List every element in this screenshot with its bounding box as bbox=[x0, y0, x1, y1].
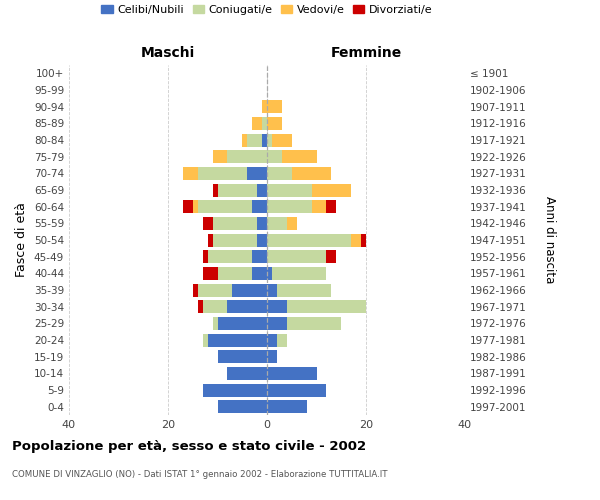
Bar bbox=[252, 250, 267, 263]
Bar bbox=[267, 167, 292, 180]
Bar bbox=[262, 100, 267, 113]
Bar bbox=[212, 234, 257, 246]
Bar bbox=[361, 234, 366, 246]
Bar bbox=[267, 400, 307, 413]
Text: Popolazione per età, sesso e stato civile - 2002: Popolazione per età, sesso e stato civil… bbox=[12, 440, 366, 453]
Bar bbox=[267, 150, 282, 163]
Bar bbox=[287, 300, 366, 313]
Bar bbox=[252, 200, 267, 213]
Bar bbox=[277, 284, 331, 296]
Bar bbox=[311, 200, 326, 213]
Bar bbox=[232, 284, 267, 296]
Bar bbox=[227, 150, 267, 163]
Bar bbox=[267, 350, 277, 363]
Bar bbox=[267, 117, 282, 130]
Bar bbox=[198, 284, 232, 296]
Bar bbox=[218, 400, 267, 413]
Bar bbox=[208, 250, 252, 263]
Bar bbox=[193, 284, 198, 296]
Bar bbox=[247, 167, 267, 180]
Bar bbox=[218, 184, 257, 196]
Bar bbox=[203, 334, 208, 346]
Bar bbox=[208, 234, 212, 246]
Bar bbox=[351, 234, 361, 246]
Bar bbox=[267, 284, 277, 296]
Bar bbox=[267, 250, 326, 263]
Bar bbox=[282, 150, 317, 163]
Y-axis label: Anni di nascita: Anni di nascita bbox=[543, 196, 556, 284]
Bar bbox=[277, 334, 287, 346]
Bar bbox=[203, 217, 212, 230]
Bar bbox=[203, 300, 227, 313]
Y-axis label: Fasce di età: Fasce di età bbox=[16, 202, 28, 278]
Bar bbox=[252, 267, 267, 280]
Bar bbox=[212, 150, 227, 163]
Bar bbox=[267, 317, 287, 330]
Bar bbox=[272, 267, 326, 280]
Bar bbox=[203, 250, 208, 263]
Bar bbox=[267, 134, 272, 146]
Bar bbox=[218, 350, 267, 363]
Bar bbox=[212, 184, 218, 196]
Text: COMUNE DI VINZAGLIO (NO) - Dati ISTAT 1° gennaio 2002 - Elaborazione TUTTITALIA.: COMUNE DI VINZAGLIO (NO) - Dati ISTAT 1°… bbox=[12, 470, 388, 479]
Bar bbox=[267, 384, 326, 396]
Bar bbox=[267, 334, 277, 346]
Bar bbox=[227, 300, 267, 313]
Bar bbox=[267, 367, 317, 380]
Bar bbox=[193, 200, 198, 213]
Bar bbox=[257, 184, 267, 196]
Bar bbox=[212, 217, 257, 230]
Bar bbox=[267, 267, 272, 280]
Bar bbox=[218, 317, 267, 330]
Bar bbox=[267, 184, 311, 196]
Bar bbox=[267, 200, 311, 213]
Bar bbox=[203, 384, 267, 396]
Bar bbox=[267, 100, 282, 113]
Bar bbox=[311, 184, 351, 196]
Bar bbox=[262, 134, 267, 146]
Bar bbox=[247, 134, 262, 146]
Bar bbox=[227, 367, 267, 380]
Bar bbox=[267, 217, 287, 230]
Legend: Celibi/Nubili, Coniugati/e, Vedovi/e, Divorziati/e: Celibi/Nubili, Coniugati/e, Vedovi/e, Di… bbox=[97, 0, 437, 20]
Bar bbox=[326, 250, 336, 263]
Bar bbox=[198, 167, 247, 180]
Text: Femmine: Femmine bbox=[331, 46, 401, 60]
Bar bbox=[267, 300, 287, 313]
Bar bbox=[287, 317, 341, 330]
Bar bbox=[242, 134, 247, 146]
Bar bbox=[326, 200, 336, 213]
Bar bbox=[267, 234, 351, 246]
Text: Maschi: Maschi bbox=[141, 46, 195, 60]
Bar bbox=[183, 167, 198, 180]
Bar bbox=[198, 200, 252, 213]
Bar bbox=[287, 217, 296, 230]
Bar bbox=[203, 267, 218, 280]
Bar bbox=[198, 300, 203, 313]
Bar bbox=[292, 167, 331, 180]
Bar bbox=[208, 334, 267, 346]
Bar bbox=[212, 317, 218, 330]
Bar bbox=[262, 117, 267, 130]
Bar bbox=[183, 200, 193, 213]
Bar bbox=[272, 134, 292, 146]
Bar bbox=[252, 117, 262, 130]
Bar bbox=[218, 267, 252, 280]
Bar bbox=[257, 234, 267, 246]
Bar bbox=[257, 217, 267, 230]
